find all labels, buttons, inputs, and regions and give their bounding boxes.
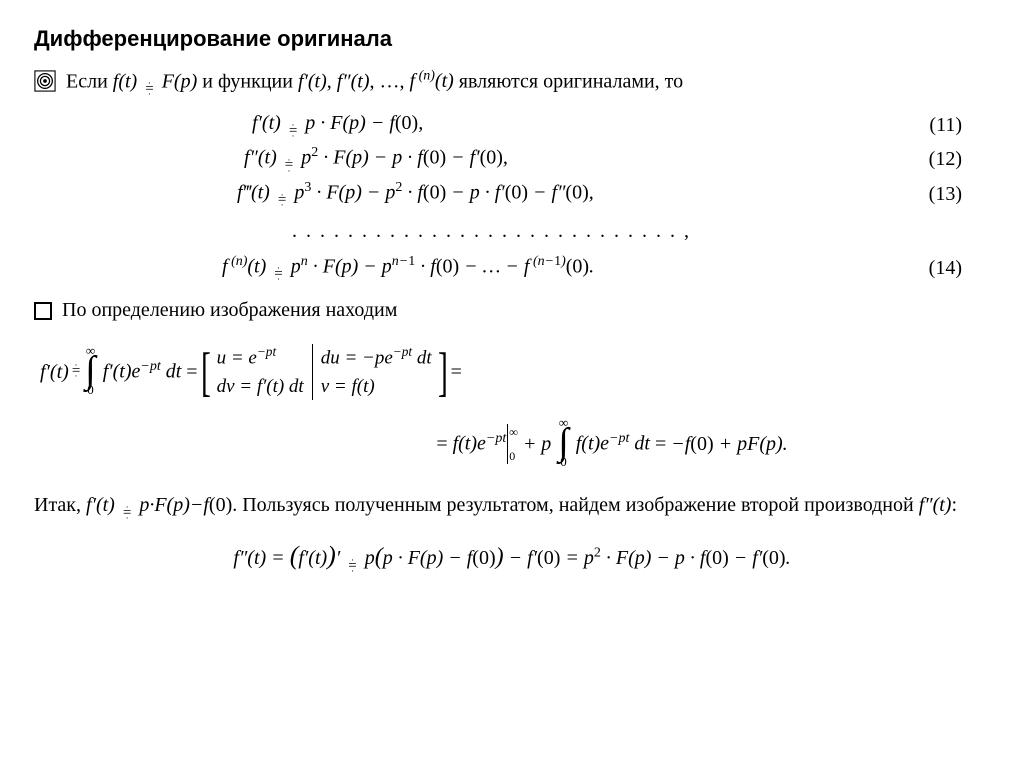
- final-equation: f″(t) = (f′(t))′ ·=· p(p · F(p) − f(0)) …: [34, 538, 990, 575]
- derivation: f′(t) ·=· ∞ ∫ 0 f′(t)e−pt dt = [ u = e−p…: [34, 342, 990, 470]
- target-icon: [34, 70, 56, 92]
- tail-mid: . Пользуясь полученным результатом, найд…: [232, 494, 918, 516]
- subst-v: v = f(t): [321, 373, 375, 402]
- eqnum-12: (12): [902, 146, 962, 173]
- tail-pre: Итак,: [34, 494, 86, 516]
- eqnum-11: (11): [902, 112, 962, 139]
- integral-icon: ∞ ∫ 0: [85, 344, 95, 397]
- eqnum-13: (13): [902, 181, 962, 208]
- intro-mid: являются оригиналами, то: [459, 70, 683, 92]
- conclusion-text: Итак, f′(t) ·=· p·F(p)−f(0). Пользуясь п…: [34, 492, 990, 522]
- proof-marker-icon: [34, 302, 52, 320]
- proof-label: По определению изображения находим: [62, 297, 397, 324]
- equation-block: f′(t) ·=· p · F(p) − f(0), (11) f″(t) ·=…: [34, 108, 990, 285]
- subst-du: du = −pe: [321, 348, 393, 369]
- subst-dv: dv = f′(t) dt: [217, 373, 304, 402]
- dots-line: . . . . . . . . . . . . . . . . . . . . …: [62, 218, 902, 245]
- eqnum-14: (14): [902, 255, 962, 282]
- intro-text: Если f(t) ·=· F(p) и функции f′(t), f″(t…: [66, 68, 990, 99]
- intro-pre: Если: [66, 70, 113, 92]
- section-title: Дифференцирование оригинала: [34, 24, 990, 54]
- subst-u: u = e: [217, 348, 257, 369]
